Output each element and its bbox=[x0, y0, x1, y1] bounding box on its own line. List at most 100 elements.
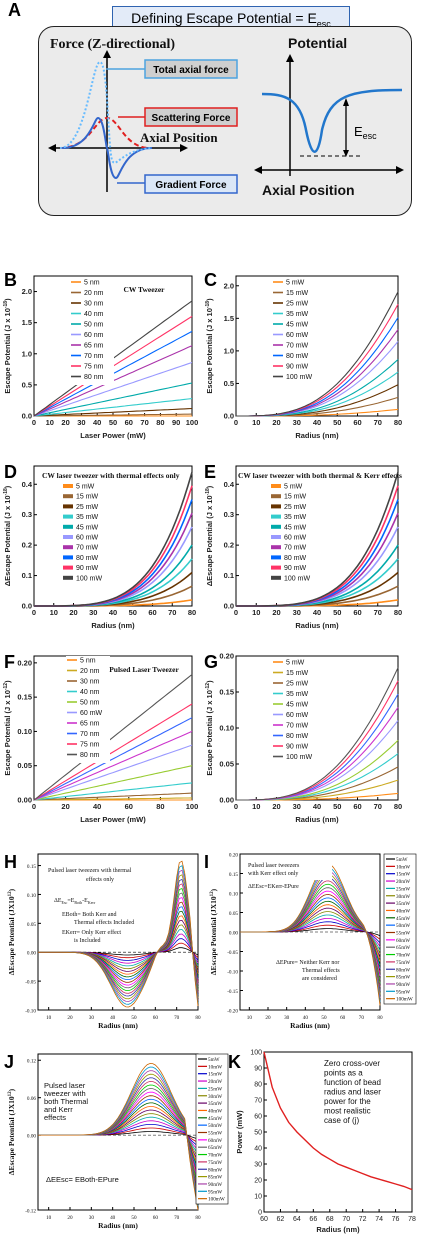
panel-letter-g: G bbox=[204, 652, 219, 672]
y-axis-label-main: Escape Potential (J x 10 bbox=[3, 308, 12, 393]
legend-label: 75mW bbox=[208, 1160, 222, 1166]
x-tick-label: 50 bbox=[321, 1015, 327, 1021]
series-line bbox=[236, 512, 399, 607]
y-axis-label-end: ) bbox=[7, 888, 16, 891]
legend-label: 100 mW bbox=[76, 575, 102, 582]
y-tick-label: 0.12 bbox=[27, 1059, 36, 1065]
y-tick-label: 2.0 bbox=[22, 287, 32, 296]
x-axis-label: Laser Power (mW) bbox=[80, 815, 146, 824]
legend-label: 60 mW bbox=[286, 332, 309, 339]
y-tick-label: 0.20 bbox=[17, 658, 32, 667]
legend-label: 65mW bbox=[208, 1145, 222, 1151]
legend-label: 50mW bbox=[208, 1123, 222, 1129]
legend-label: 80 mW bbox=[286, 733, 309, 740]
y-tick-label: 20 bbox=[254, 1178, 262, 1185]
esc-label-main: E bbox=[354, 124, 363, 139]
x-tick-label: 50 bbox=[333, 608, 341, 617]
x-tick-label: 40 bbox=[110, 1015, 116, 1021]
series-line bbox=[236, 499, 399, 607]
legend-label: 65 nm bbox=[80, 721, 100, 728]
legend-label: 25 mW bbox=[284, 504, 307, 511]
legend-label: 5 mW bbox=[284, 484, 303, 491]
panel-letter-d: D bbox=[4, 462, 17, 482]
legend-label: 100mW bbox=[208, 1197, 225, 1203]
series-line bbox=[33, 730, 193, 801]
x-tick-label: 60 bbox=[125, 418, 133, 427]
x-tick-label: 80 bbox=[394, 418, 402, 427]
y-axis-label: Escape Potential (J x 10-12) bbox=[205, 680, 214, 776]
x-tick-label: 0 bbox=[32, 608, 36, 617]
x-axis-label: Radius (nm) bbox=[316, 1225, 360, 1234]
x-axis-label: Radius (nm) bbox=[290, 1021, 330, 1030]
series-line bbox=[33, 674, 193, 801]
series-line bbox=[33, 792, 193, 801]
y-tick-label: 0.10 bbox=[219, 724, 234, 733]
y-tick-label: 0.5 bbox=[22, 380, 32, 389]
x-tick-label: 10 bbox=[252, 418, 260, 427]
y-axis-label-main: Escape Potential (J x 10 bbox=[205, 690, 214, 775]
annot-part: ΔE bbox=[54, 898, 62, 904]
legend-box bbox=[272, 658, 316, 765]
x-tick-label: 0 bbox=[234, 802, 238, 811]
legend-label: 60 mW bbox=[80, 710, 103, 717]
y-tick-label: 0.05 bbox=[219, 760, 234, 769]
series-line bbox=[34, 485, 193, 607]
x-tick-label: 20 bbox=[67, 1215, 73, 1221]
annot-part: Kerr bbox=[88, 900, 96, 905]
legend-label: 70 mW bbox=[286, 723, 309, 730]
force-title: Force (Z-directional) bbox=[50, 37, 175, 52]
x-tick-label: 80 bbox=[156, 802, 164, 811]
x-tick-label: 30 bbox=[284, 1015, 290, 1021]
panel-letter-k: K bbox=[228, 1052, 241, 1072]
series-line bbox=[33, 782, 193, 801]
series-line bbox=[33, 797, 193, 801]
y-axis-label-end: ) bbox=[205, 680, 214, 683]
x-tick-label: 40 bbox=[313, 418, 321, 427]
series-line bbox=[33, 382, 193, 417]
x-tick-label: 60 bbox=[340, 1015, 346, 1021]
x-tick-label: 72 bbox=[359, 1216, 367, 1223]
legend-label: 25 mW bbox=[286, 301, 309, 308]
annot-kerr-2: is Included bbox=[74, 938, 101, 944]
legend-label: 30 nm bbox=[84, 301, 104, 308]
legend-label: 90 mW bbox=[76, 565, 99, 572]
legend-label: 15 mW bbox=[284, 494, 307, 501]
legend-label: 5 mW bbox=[286, 280, 305, 287]
legend-label: 40mW bbox=[396, 908, 410, 914]
y-tick-label: 0.3 bbox=[22, 510, 32, 519]
y-axis-label-sup: -12 bbox=[3, 683, 9, 690]
chart-title-line: case of (j) bbox=[324, 1116, 359, 1125]
series-line bbox=[33, 717, 193, 801]
y-tick-label: -0.10 bbox=[25, 1009, 36, 1015]
chart-title-line: radius and laser bbox=[324, 1088, 381, 1097]
chart-title: CW laser tweezer with both thermal & Ker… bbox=[238, 471, 402, 480]
y-axis-label: ΔEscape Potential (JX1012) bbox=[7, 888, 16, 975]
y-axis-label-end: ) bbox=[3, 680, 12, 683]
x-tick-label: 64 bbox=[293, 1216, 301, 1223]
chart-title: Pulsed laser tweezers bbox=[248, 863, 300, 869]
esc-label: Eesc bbox=[354, 124, 377, 141]
panel-letter-f: F bbox=[4, 652, 15, 672]
y-tick-label: 50 bbox=[254, 1130, 262, 1137]
x-tick-label: 0 bbox=[234, 418, 238, 427]
x-axis-label: Radius (nm) bbox=[98, 1221, 138, 1230]
x-tick-label: 40 bbox=[313, 802, 321, 811]
panel-letter-b: B bbox=[4, 270, 17, 290]
y-tick-label: 0.20 bbox=[219, 652, 234, 661]
y-tick-label: 0.4 bbox=[22, 480, 33, 489]
legend-label: 20mW bbox=[208, 1079, 222, 1085]
series-line bbox=[240, 900, 381, 966]
x-tick-label: 60 bbox=[153, 1215, 159, 1221]
legend-label: 90 mW bbox=[284, 565, 307, 572]
legend-label: 80 mW bbox=[76, 555, 99, 562]
plot-frame bbox=[235, 465, 399, 607]
y-tick-label: 0.00 bbox=[27, 1134, 36, 1140]
y-axis-label-end: ) bbox=[3, 485, 12, 488]
legend-label: 55mW bbox=[208, 1131, 222, 1137]
chart-c: 0 10 20 30 40 50 60 70 80 0.0 0.5 1.0 1.5 2.0 5 mW 15 m… bbox=[205, 275, 402, 440]
panel-letter-e: E bbox=[204, 462, 217, 482]
chart-title-2: with Kerr effect only bbox=[248, 870, 298, 877]
legend-label: 5mW bbox=[396, 857, 408, 863]
y-axis-label-end: ) bbox=[205, 485, 214, 488]
y-axis-label-sup: 12 bbox=[210, 891, 215, 897]
